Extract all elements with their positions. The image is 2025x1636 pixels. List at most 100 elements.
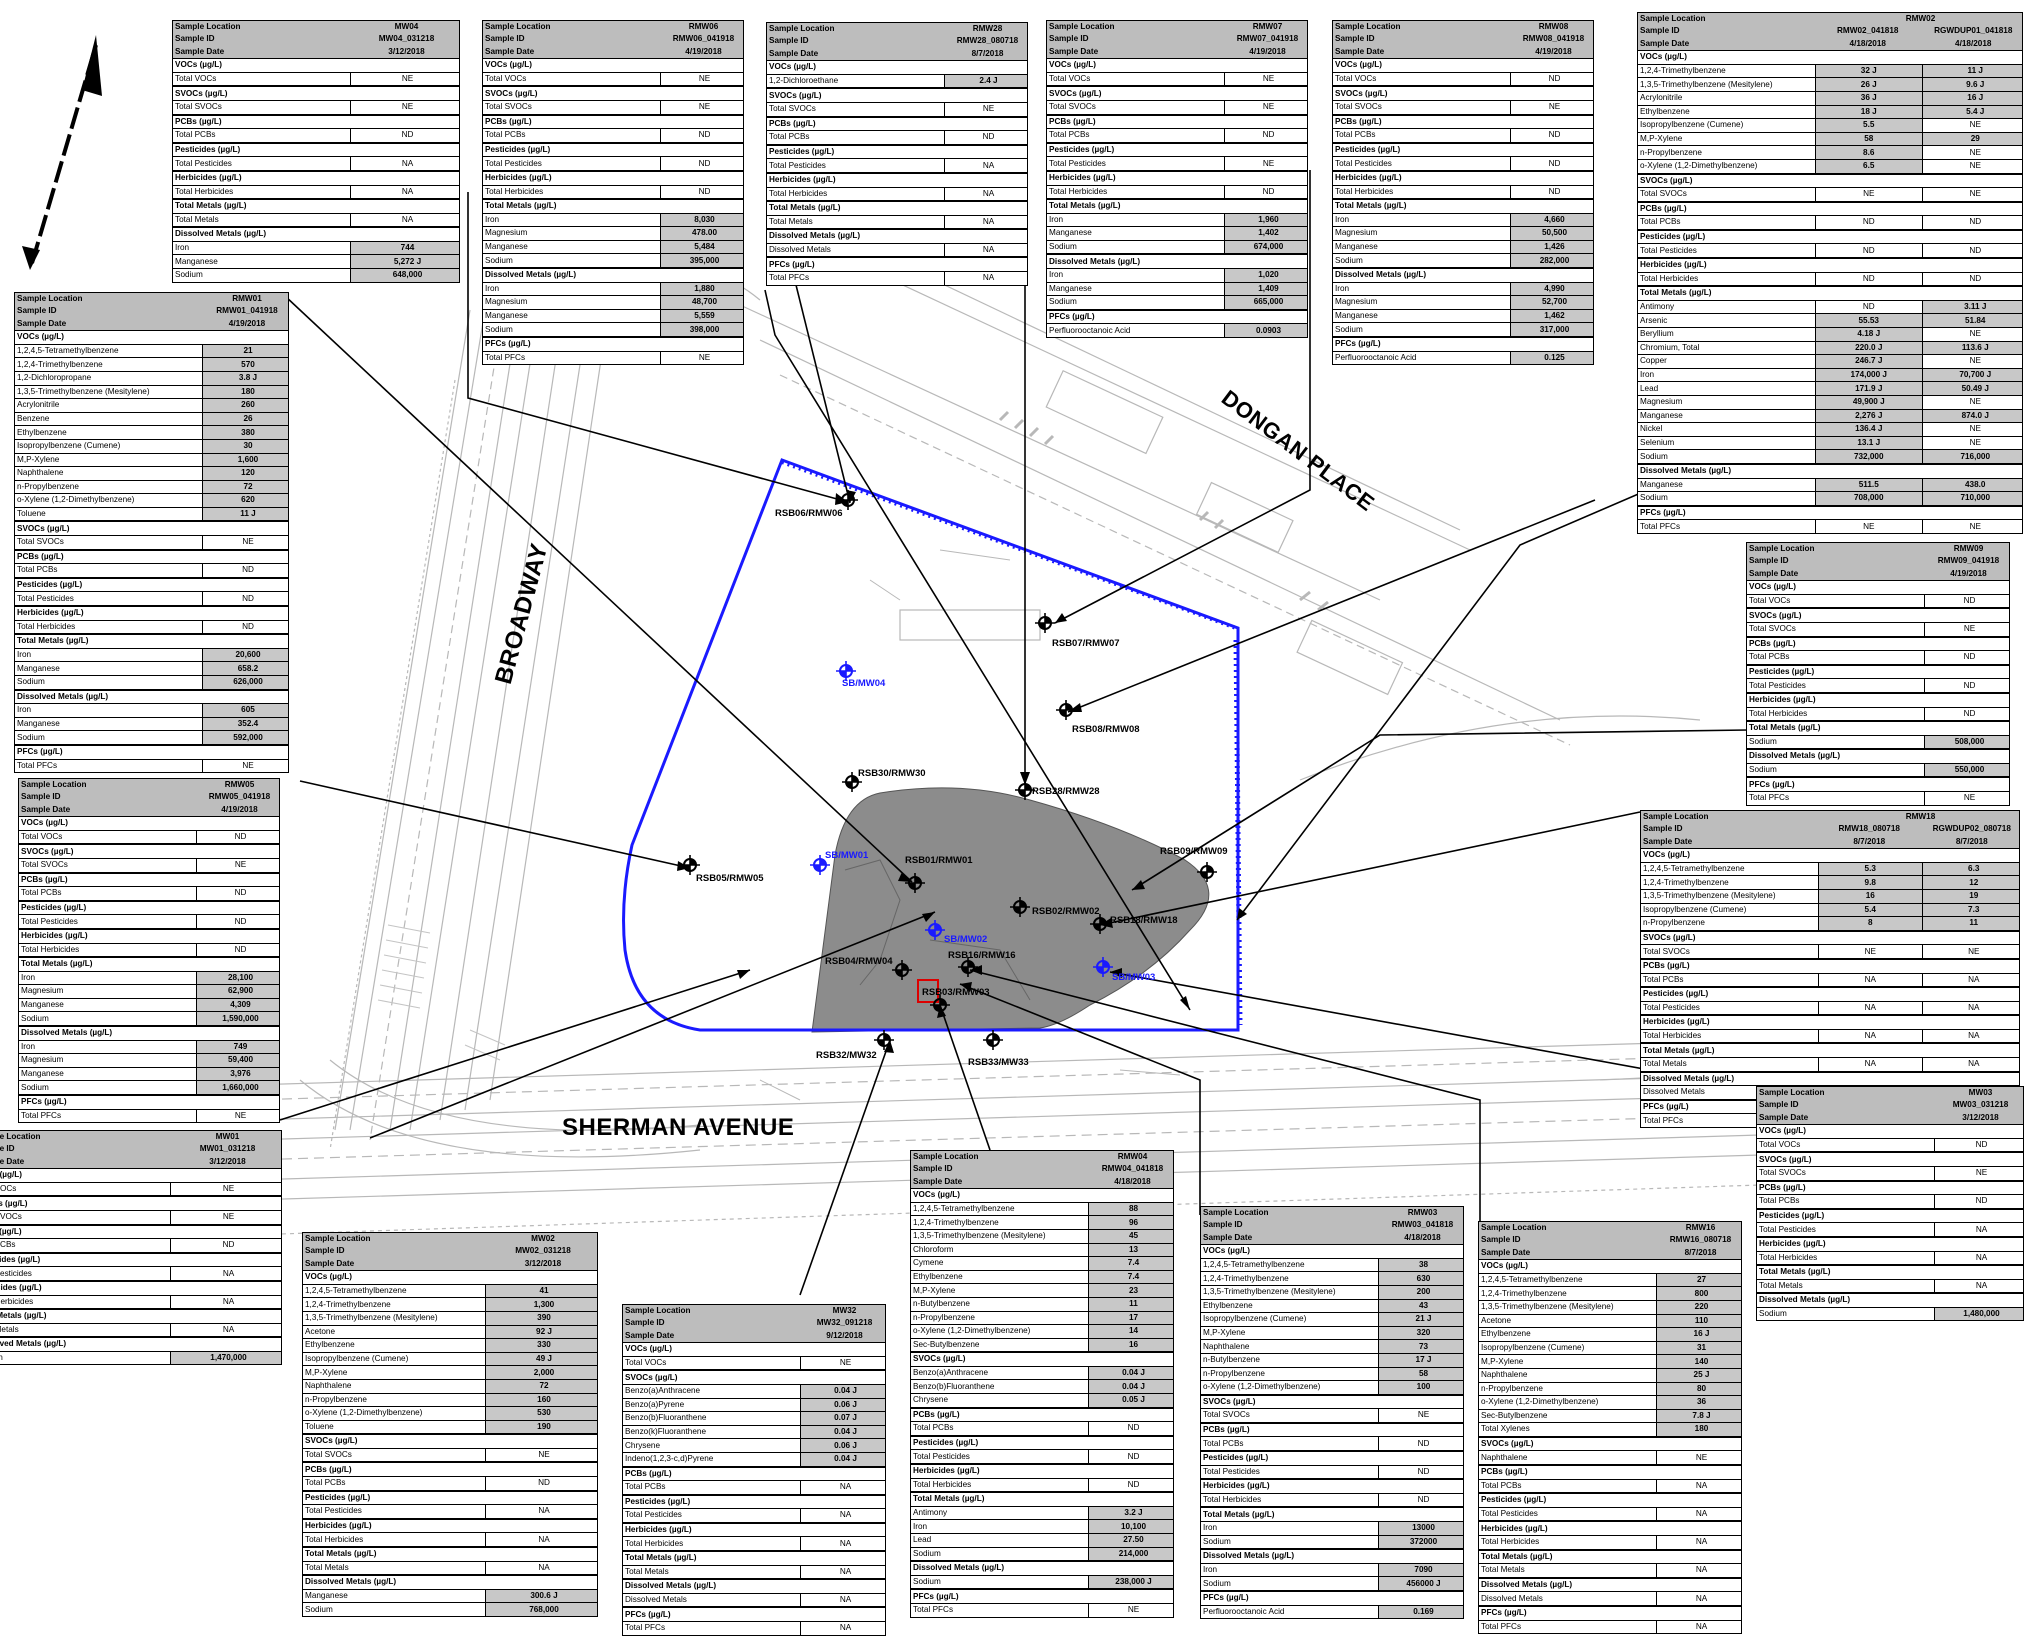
analyte-label: Iron	[17, 706, 32, 715]
table-row: Magnesium 48,700	[483, 296, 743, 310]
header-label: Sample ID	[485, 35, 525, 44]
table-row: Total VOCs NE	[173, 72, 459, 87]
table-row: Ethylbenzene 330	[303, 1339, 597, 1353]
table-row: Magnesium 478.00	[483, 227, 743, 241]
table-group-row: Herbicides (µg/L)	[19, 928, 279, 944]
table-row: Sodium 317,000	[1333, 323, 1593, 338]
group-label: Pesticides (µg/L)	[1203, 1454, 1269, 1463]
table-header-row: Sample Date 9/12/2018	[623, 1329, 885, 1343]
analyte-label: Ethylbenzene	[305, 1341, 355, 1350]
analyte-label: Manganese	[1049, 229, 1092, 238]
group-label: PCBs (µg/L)	[1643, 962, 1690, 971]
result-value: 732,000	[1815, 450, 1922, 463]
group-label: Herbicides (µg/L)	[625, 1526, 692, 1535]
header-label: Sample Location	[1481, 1224, 1547, 1233]
result-value: 3,976	[196, 1067, 279, 1081]
table-row: Total PCBs ND	[1201, 1437, 1463, 1452]
table-group-row: Dissolved Metals (µg/L)	[173, 227, 459, 242]
table-group-row: Total Metals (µg/L)	[1201, 1507, 1463, 1523]
analyte-label: Chrysene	[913, 1396, 949, 1405]
result-value: NA	[944, 159, 1027, 172]
analyte-label: Sodium	[913, 1549, 941, 1558]
table-group-row: Herbicides (µg/L)	[623, 1522, 885, 1538]
table-row: 1,3,5-Trimethylbenzene (Mesitylene) 180	[15, 385, 288, 400]
header-label: Sample Date	[175, 47, 225, 56]
result-value: 25 J	[1656, 1368, 1741, 1382]
table-group-row: Dissolved Metals (µg/L)	[1333, 268, 1593, 283]
table-row: Iron 13000	[1201, 1522, 1463, 1536]
result-value: 13000	[1378, 1522, 1463, 1535]
result-value: 4,660	[1510, 213, 1593, 227]
header-label: Sample Location	[305, 1235, 371, 1244]
table-row: Total PCBs ND	[173, 129, 459, 143]
result-value: 70,700 J	[1921, 368, 2022, 382]
table-row: Total SVOCs NE	[483, 100, 743, 115]
result-value: NA	[1818, 1058, 1922, 1071]
group-label: Total Metals (µg/L)	[1481, 1552, 1553, 1561]
result-value: 592,000	[202, 731, 288, 744]
result-value: NA	[944, 215, 1027, 229]
table-group-row: Total Metals (µg/L)	[911, 1492, 1173, 1507]
result-value: 13.1 J	[1815, 436, 1922, 450]
table-row: Iron 4,990	[1333, 282, 1593, 297]
group-label: PFCs (µg/L)	[1335, 340, 1381, 349]
group-label: Herbicides (µg/L)	[21, 932, 88, 941]
header-value: RMW08_041918	[1522, 34, 1585, 44]
result-value: 3.11 J	[1921, 300, 2022, 314]
analyte-label: Total Herbicides	[769, 189, 828, 198]
result-value: 605	[202, 704, 288, 717]
table-header-row: Sample Location RMW06	[483, 21, 743, 34]
result-value: 180	[202, 385, 288, 399]
table-row: Selenium 13.1 J NE	[1638, 436, 2022, 451]
group-label: Dissolved Metals (µg/L)	[175, 230, 267, 239]
table-group-row: Dissolved Metals (µg/L)	[19, 1026, 279, 1041]
header-label: Sample Date	[21, 805, 71, 814]
header-value: 4/19/2018	[1249, 46, 1286, 56]
result-value: ND	[660, 185, 743, 199]
table-group-row: Total Metals (µg/L)	[1333, 199, 1593, 214]
result-value: ND	[660, 129, 743, 142]
result-value: 2,276 J	[1815, 409, 1922, 423]
result-value: 0.06 J	[800, 1398, 885, 1412]
table-group-row: Herbicides (µg/L)	[173, 170, 459, 186]
table-group-row: SVOCs (µg/L)	[1047, 86, 1307, 101]
group-label: Dissolved Metals (µg/L)	[769, 232, 861, 241]
analyte-label: Total SVOCs	[21, 861, 68, 870]
well-marker-icon	[1035, 613, 1055, 633]
sample-table-rmw07: Sample Location RMW07 Sample ID RMW07_04191…	[1046, 20, 1308, 339]
sample-table-rmw06: Sample Location RMW06 Sample ID RMW06_04191…	[482, 20, 744, 366]
result-value: NA	[944, 243, 1027, 257]
analyte-label: 1,3,5-Trimethylbenzene (Mesitylene)	[1640, 80, 1773, 89]
result-value: 160	[485, 1393, 597, 1407]
table-row: 1,2,4,5-Tetramethylbenzene 21	[15, 344, 288, 359]
result-value: ND	[196, 943, 279, 957]
table-group-row: Pesticides (µg/L)	[483, 142, 743, 158]
header-value: MW32_091218	[816, 1318, 873, 1328]
result-value: 8.6	[1815, 146, 1922, 159]
table-row: n-Propylbenzene 160	[303, 1393, 597, 1408]
table-row: Total Herbicides ND ND	[1638, 272, 2022, 287]
header-label: Sample ID	[1759, 1101, 1799, 1110]
analyte-label: Iron	[1049, 215, 1064, 224]
result-value: 674,000	[1224, 240, 1307, 254]
group-label: Herbicides (µg/L)	[1759, 1240, 1826, 1249]
table-row: Acetone 110	[1479, 1314, 1741, 1329]
result-value: 0.06 J	[800, 1439, 885, 1452]
analyte-label: Magnesium	[1335, 298, 1378, 307]
site-boundary	[622, 458, 1240, 1032]
analyte-label: Ethylbenzene	[17, 428, 67, 437]
result-value: 140	[1656, 1355, 1741, 1368]
header-value: RMW06_041918	[672, 34, 735, 44]
table-group-row: SVOCs (µg/L)	[15, 521, 288, 537]
table-row: Total SVOCs NE	[303, 1448, 597, 1463]
analyte-label: 1,2,4-Trimethylbenzene	[1203, 1274, 1289, 1283]
table-row: Magnesium 50,500	[1333, 227, 1593, 241]
header-label: Sample ID	[769, 37, 809, 46]
table-row: Total SVOCs NE	[1333, 100, 1593, 115]
group-label: PCBs (µg/L)	[1759, 1183, 1806, 1192]
header-label: Sample Location	[0, 1133, 41, 1142]
result-value: ND	[1924, 651, 2009, 664]
result-value: NE	[196, 858, 279, 872]
table-group-row: Dissolved Metals (µg/L)	[1638, 463, 2022, 479]
table-group-row: Total Metals (µg/L)	[767, 201, 1027, 216]
